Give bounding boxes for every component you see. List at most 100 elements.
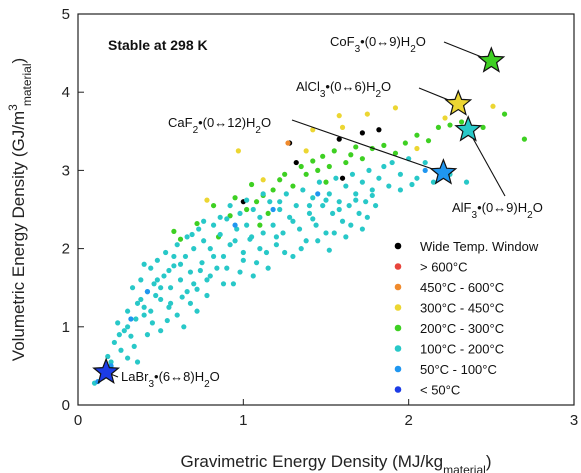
legend-label: 450°C - 600°C [420,280,504,295]
data-point [283,191,289,197]
data-point [323,197,329,203]
data-point [149,320,155,326]
data-point [217,214,223,220]
data-point [217,231,223,238]
data-point [207,273,213,279]
data-point [197,267,203,274]
data-point [125,355,131,361]
data-point [184,234,190,240]
legend-label: 300°C - 450°C [420,301,504,316]
data-point [240,257,246,263]
data-point [167,285,174,291]
data-point [298,163,304,170]
data-point [154,277,160,283]
data-point [310,216,316,222]
data-point [348,152,354,158]
legend-marker [394,242,402,250]
data-point [148,265,154,271]
data-point [166,267,172,274]
data-point [392,105,399,111]
data-point [141,261,147,267]
stable-annotation: Stable at 298 K [108,37,208,53]
data-point [194,308,200,314]
y-tick-label: 1 [62,319,70,336]
data-point [501,111,508,117]
data-point [201,218,207,224]
data-point [296,226,303,232]
data-point [244,206,250,213]
data-point [409,181,415,188]
data-point [144,332,151,338]
data-point [214,265,220,271]
data-point [326,247,332,253]
data-point [232,195,238,201]
data-point [220,253,227,260]
data-point [131,343,137,349]
data-point [282,171,288,177]
legend-marker [394,365,402,373]
data-point [339,175,346,181]
data-point [320,202,326,209]
data-point [257,246,263,252]
data-point [187,300,194,306]
data-point [290,253,296,260]
data-point [326,191,332,197]
data-point [315,238,321,244]
data-point [174,242,180,248]
data-point [359,226,365,232]
data-point [310,158,316,164]
legend-marker [394,386,402,393]
data-point [323,230,329,236]
data-point [138,296,144,303]
data-point [287,214,293,220]
data-point [115,320,121,326]
data-point [151,281,157,287]
data-point [381,163,387,170]
highlight-label: LaBr3•(6↔8)H2O [121,369,220,390]
data-point [105,353,111,360]
highlight-star-icon [477,46,506,73]
data-point [293,159,299,166]
data-point [326,163,332,170]
data-point [397,187,403,193]
data-point [331,148,337,154]
data-point [204,277,210,283]
data-point [298,246,304,252]
data-point [260,177,266,183]
data-point [333,175,339,181]
data-point [249,181,255,188]
data-point [153,292,159,299]
data-point [422,167,428,173]
data-point [376,127,382,133]
data-point [177,236,184,242]
data-point [171,253,177,260]
data-point [369,192,375,199]
data-point [158,285,164,291]
data-point [141,312,147,318]
data-point [161,273,167,279]
data-point [201,238,207,244]
data-point [257,222,263,228]
y-tick-label: 4 [62,84,70,101]
highlight-leader-line [291,119,444,174]
data-point [282,249,288,256]
data-point [260,230,266,236]
highlight-star-icon [429,158,458,185]
data-point [270,187,276,193]
data-point [224,265,230,271]
data-point [363,199,369,205]
data-point [336,199,342,205]
legend-marker [394,345,402,352]
data-point [392,150,399,156]
data-point [125,324,131,330]
data-point [194,220,200,227]
x-tick-label: 1 [239,412,247,429]
data-point [313,222,319,228]
x-tick-label: 2 [404,412,412,429]
data-point [310,195,316,201]
data-marks [91,103,528,386]
data-point [207,246,213,252]
data-point [191,246,197,252]
data-point [237,269,243,275]
